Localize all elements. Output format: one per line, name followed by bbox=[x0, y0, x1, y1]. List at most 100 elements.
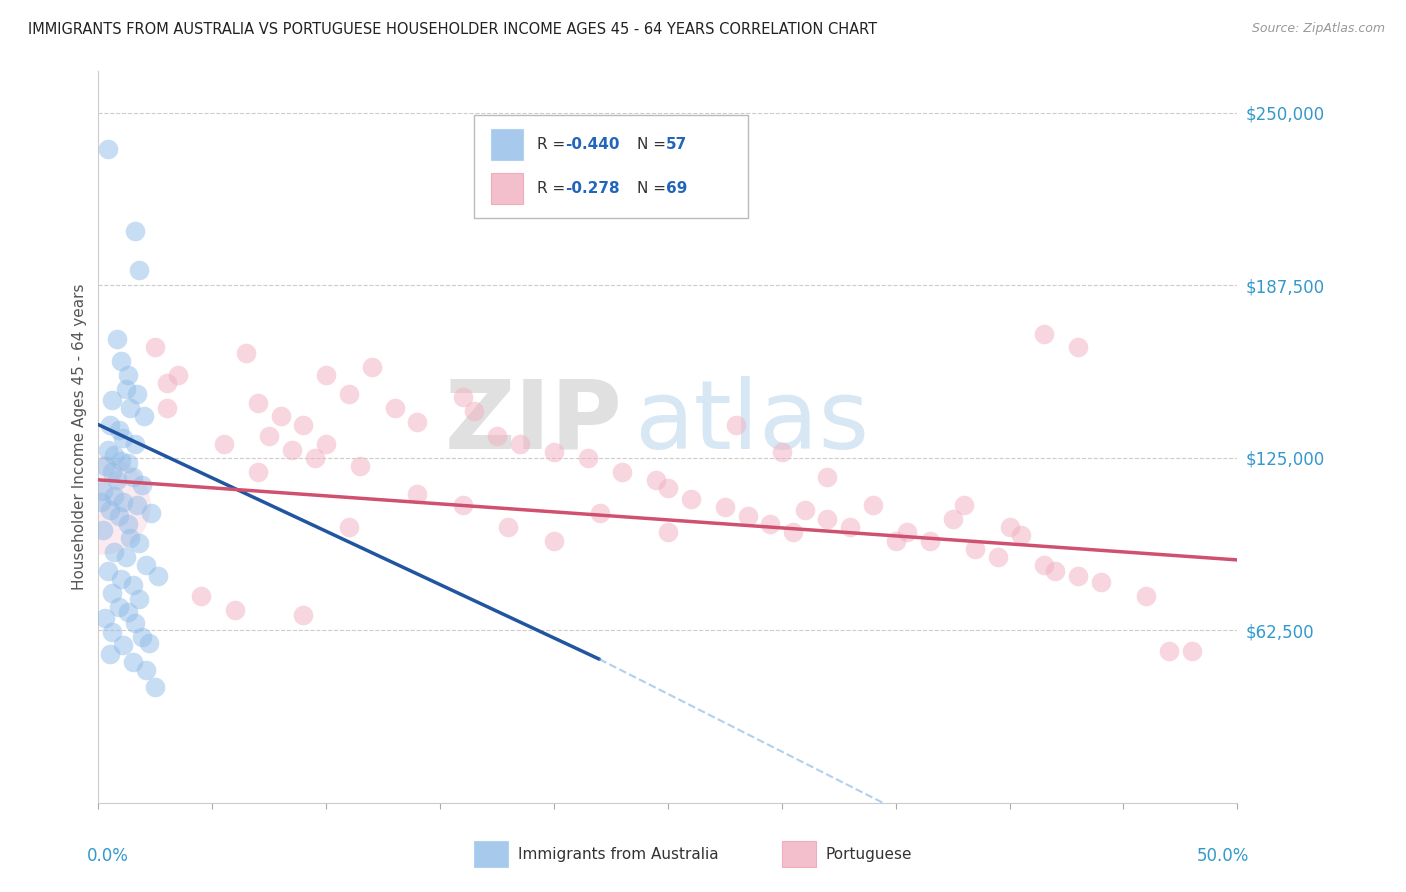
Point bbox=[793, 503, 815, 517]
Point bbox=[105, 332, 128, 346]
Text: Immigrants from Australia: Immigrants from Australia bbox=[517, 847, 718, 862]
Point bbox=[98, 503, 121, 517]
Point bbox=[486, 428, 509, 442]
Point bbox=[212, 437, 235, 451]
Point bbox=[918, 533, 941, 548]
Point bbox=[259, 428, 281, 442]
Point bbox=[121, 655, 143, 669]
Point bbox=[451, 498, 474, 512]
Point bbox=[815, 511, 838, 525]
Point bbox=[987, 550, 1010, 565]
Point bbox=[304, 450, 326, 465]
Point bbox=[714, 500, 737, 515]
Point bbox=[101, 586, 124, 600]
Text: R =: R = bbox=[537, 137, 569, 152]
Point bbox=[246, 465, 269, 479]
Point bbox=[965, 541, 987, 556]
Point bbox=[128, 536, 150, 550]
Point bbox=[146, 569, 169, 583]
Point bbox=[96, 564, 118, 578]
Point bbox=[120, 401, 142, 416]
Point bbox=[103, 544, 125, 558]
Point bbox=[1032, 558, 1054, 573]
Point bbox=[224, 602, 246, 616]
Point bbox=[1067, 569, 1090, 583]
Point bbox=[1181, 644, 1204, 658]
Point bbox=[124, 437, 146, 451]
Point bbox=[156, 376, 179, 391]
Point bbox=[815, 470, 838, 484]
FancyBboxPatch shape bbox=[474, 841, 509, 867]
Point bbox=[90, 495, 112, 509]
Point bbox=[315, 437, 337, 451]
Point bbox=[96, 142, 118, 156]
Point bbox=[896, 525, 918, 540]
Point bbox=[121, 470, 143, 484]
Point bbox=[124, 616, 146, 631]
Point bbox=[612, 465, 634, 479]
Point bbox=[839, 520, 862, 534]
Point bbox=[128, 263, 150, 277]
Point bbox=[145, 340, 167, 354]
Point bbox=[725, 417, 748, 432]
Point bbox=[91, 523, 114, 537]
Text: 69: 69 bbox=[665, 181, 688, 196]
Point bbox=[101, 624, 124, 639]
Text: atlas: atlas bbox=[634, 376, 869, 469]
Text: IMMIGRANTS FROM AUSTRALIA VS PORTUGUESE HOUSEHOLDER INCOME AGES 45 - 64 YEARS CO: IMMIGRANTS FROM AUSTRALIA VS PORTUGUESE … bbox=[28, 22, 877, 37]
Y-axis label: Householder Income Ages 45 - 64 years: Householder Income Ages 45 - 64 years bbox=[72, 284, 87, 591]
Point bbox=[1010, 528, 1032, 542]
Text: N =: N = bbox=[637, 181, 671, 196]
FancyBboxPatch shape bbox=[474, 115, 748, 218]
Point bbox=[156, 401, 179, 416]
Point bbox=[1067, 340, 1090, 354]
Point bbox=[953, 498, 976, 512]
Point bbox=[679, 492, 702, 507]
Point bbox=[235, 346, 257, 360]
Point bbox=[1090, 574, 1112, 589]
Point bbox=[884, 533, 907, 548]
Point bbox=[862, 498, 884, 512]
Text: Portuguese: Portuguese bbox=[825, 847, 911, 862]
Point bbox=[543, 533, 565, 548]
Point bbox=[942, 511, 965, 525]
Point bbox=[112, 639, 135, 653]
Point bbox=[349, 458, 371, 473]
Point bbox=[190, 589, 212, 603]
Point bbox=[576, 450, 599, 465]
Point bbox=[337, 387, 360, 401]
Point bbox=[135, 663, 157, 677]
Point bbox=[281, 442, 304, 457]
Point bbox=[337, 520, 360, 534]
Point bbox=[117, 456, 139, 470]
Text: Source: ZipAtlas.com: Source: ZipAtlas.com bbox=[1251, 22, 1385, 36]
Point bbox=[1135, 589, 1157, 603]
Point bbox=[138, 636, 160, 650]
Point bbox=[737, 508, 759, 523]
Point bbox=[114, 382, 136, 396]
Point bbox=[463, 404, 485, 418]
Point bbox=[117, 605, 139, 619]
Point bbox=[139, 506, 162, 520]
Point bbox=[108, 508, 131, 523]
Point bbox=[94, 458, 117, 473]
Point bbox=[96, 442, 118, 457]
Text: 57: 57 bbox=[665, 137, 686, 152]
Point bbox=[292, 608, 315, 623]
Point bbox=[998, 520, 1021, 534]
Text: 0.0%: 0.0% bbox=[87, 847, 129, 864]
Point bbox=[90, 498, 112, 512]
Point bbox=[117, 368, 139, 382]
Point bbox=[657, 481, 679, 495]
Point bbox=[588, 506, 610, 520]
Point bbox=[384, 401, 406, 416]
Point bbox=[94, 611, 117, 625]
Point bbox=[270, 409, 292, 424]
Point bbox=[98, 417, 121, 432]
Point bbox=[108, 423, 131, 437]
Point bbox=[131, 478, 153, 492]
Point bbox=[110, 572, 132, 586]
Point bbox=[1157, 644, 1180, 658]
Point bbox=[1043, 564, 1066, 578]
Point bbox=[406, 415, 429, 429]
